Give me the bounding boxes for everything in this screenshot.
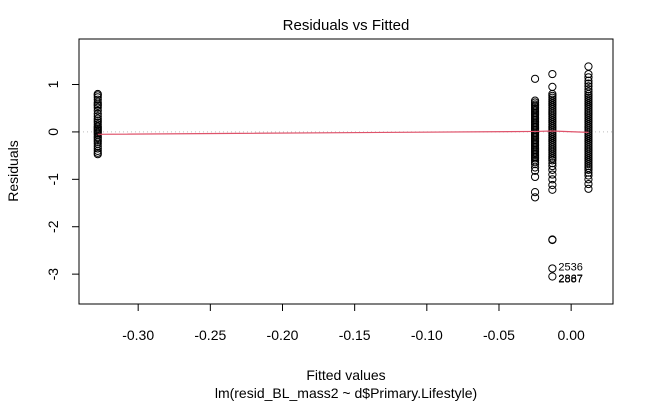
data-point <box>530 74 540 83</box>
plot-frame <box>78 38 614 305</box>
data-point <box>548 82 557 91</box>
x-tick-label: -0.20 <box>267 327 299 343</box>
data-point <box>530 172 540 182</box>
data-point <box>548 235 557 245</box>
data-point <box>584 87 593 96</box>
data-point <box>584 69 593 79</box>
data-point <box>548 156 557 165</box>
data-point <box>584 171 593 180</box>
data-point <box>584 165 593 174</box>
data-point <box>93 142 102 151</box>
data-point <box>584 76 593 85</box>
data-point <box>530 193 540 202</box>
data-point <box>584 175 593 184</box>
y-axis-label: Residuals <box>5 140 21 201</box>
data-point <box>93 95 102 104</box>
data-point <box>584 62 593 71</box>
smoother-line <box>97 130 589 135</box>
data-point <box>548 180 557 190</box>
x-tick-label: -0.10 <box>411 327 443 343</box>
y-tick-label: 1 <box>45 80 61 88</box>
data-point <box>584 184 593 193</box>
x-axis: -0.30 -0.25 -0.20 -0.15 -0.10 -0.05 0.00 <box>122 303 585 343</box>
data-point <box>548 159 557 168</box>
data-point <box>548 170 557 179</box>
data-point <box>530 166 540 175</box>
point-label: 2887 <box>558 274 582 286</box>
x-tick-label: 0.00 <box>558 327 585 343</box>
x-axis-label: Fitted values <box>306 367 385 383</box>
data-point <box>530 163 540 172</box>
data-point <box>93 112 102 121</box>
y-tick-label: 0 <box>45 128 61 136</box>
data-point <box>584 85 593 94</box>
point-label: 2867 <box>558 273 582 285</box>
data-point <box>584 79 593 88</box>
data-point <box>548 272 557 281</box>
x-tick-label: -0.25 <box>194 327 226 343</box>
data-point <box>548 175 557 184</box>
smoother-layer <box>97 130 589 135</box>
data-point <box>93 144 102 153</box>
data-point <box>530 160 540 169</box>
chart-subtitle: lm(resid_BL_mass2 ~ d$Primary.Lifestyle) <box>215 385 477 401</box>
data-point <box>584 73 593 82</box>
data-point <box>530 188 540 197</box>
point-layer <box>93 62 593 281</box>
data-point <box>93 103 102 112</box>
data-point <box>93 106 102 115</box>
y-tick-label: -2 <box>45 220 61 233</box>
point-label: 2536 <box>558 261 582 273</box>
y-tick-label: -1 <box>45 173 61 186</box>
data-point <box>584 168 593 177</box>
data-point <box>584 179 593 189</box>
data-point <box>93 109 102 119</box>
x-tick-label: -0.05 <box>483 327 515 343</box>
y-tick-label: -3 <box>45 268 61 281</box>
data-point <box>548 264 557 273</box>
y-axis: -3 -2 -1 0 1 <box>45 80 80 281</box>
chart-title: Residuals vs Fitted <box>283 17 410 34</box>
data-point <box>548 161 557 171</box>
x-tick-label: -0.15 <box>339 327 371 343</box>
data-point <box>93 150 102 159</box>
data-point <box>548 69 557 79</box>
data-point <box>548 165 557 174</box>
x-tick-label: -0.30 <box>122 327 154 343</box>
data-point <box>548 185 557 194</box>
